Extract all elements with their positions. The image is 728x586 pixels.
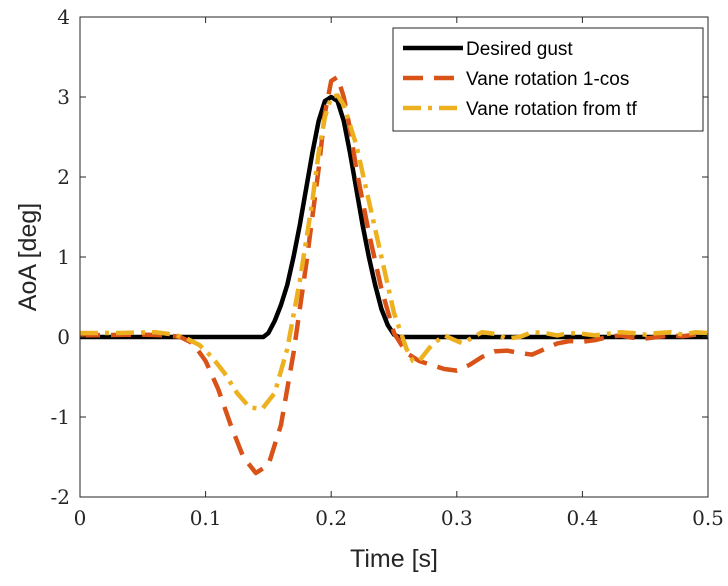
x-tick-label: 0.1 bbox=[190, 506, 222, 530]
series-line-3 bbox=[80, 93, 708, 412]
y-tick-label: 3 bbox=[57, 85, 70, 109]
x-tick-label: 0 bbox=[74, 506, 87, 530]
legend: Desired gust Vane rotation 1-cos Vane rota… bbox=[392, 27, 704, 132]
series-line-1 bbox=[80, 94, 708, 340]
y-tick-label: 1 bbox=[57, 245, 70, 269]
y-axis-label: AoA [deg] bbox=[14, 203, 42, 311]
x-tick-label: 0.5 bbox=[692, 506, 724, 530]
y-tick-label: 2 bbox=[57, 165, 70, 189]
series-line-2 bbox=[80, 74, 708, 476]
x-tick-label: 0.3 bbox=[441, 506, 473, 530]
y-tick-label: 0 bbox=[57, 325, 70, 349]
legend-label-2: Vane rotation 1-cos bbox=[466, 69, 629, 90]
x-tick-label: 0.4 bbox=[566, 506, 598, 530]
tick-layer: 0 0.1 0.2 0.3 0.4 0.5 -2 -1 0 1 2 3 4 bbox=[51, 5, 724, 530]
legend-label-1: Desired gust bbox=[466, 39, 573, 60]
x-tick-label: 0.2 bbox=[315, 506, 347, 530]
y-tick-label: -1 bbox=[51, 405, 70, 429]
x-axis-label: Time [s] bbox=[350, 545, 438, 573]
y-tick-label: 4 bbox=[57, 5, 70, 29]
legend-label-3: Vane rotation from tf bbox=[466, 99, 637, 120]
y-tick-label: -2 bbox=[51, 485, 70, 509]
series-layer bbox=[80, 74, 708, 476]
